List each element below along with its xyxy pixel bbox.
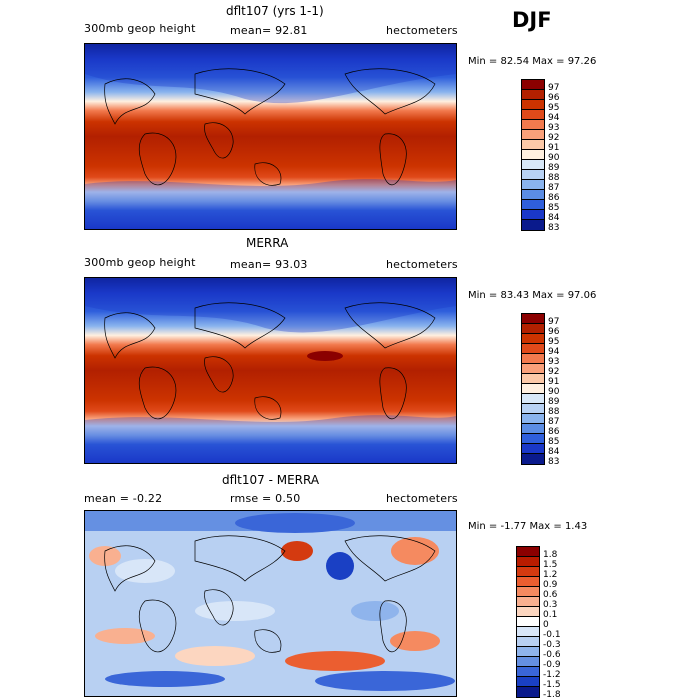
colorbar-tick: 95 bbox=[548, 103, 560, 113]
panel-3-minmax: Min = -1.77 Max = 1.43 bbox=[468, 521, 588, 532]
panel-2-variable-label: 300mb geop height bbox=[84, 256, 196, 269]
colorbar-tick: -0.6 bbox=[543, 650, 561, 660]
panel-2-mean-label: mean= 93.03 bbox=[230, 258, 308, 271]
panel-3-map bbox=[84, 510, 457, 697]
colorbar-tick: -0.9 bbox=[543, 660, 561, 670]
colorbar-tick: 96 bbox=[548, 93, 560, 103]
colorbar-tick: 1.8 bbox=[543, 550, 558, 560]
colorbar-tick: 90 bbox=[548, 153, 560, 163]
panel-1-title: dflt107 (yrs 1-1) bbox=[226, 4, 324, 18]
colorbar-tick: 94 bbox=[548, 113, 560, 123]
season-label: DJF bbox=[512, 8, 552, 32]
colorbar-tick: 91 bbox=[548, 143, 560, 153]
colorbar-tick: 88 bbox=[548, 407, 560, 417]
panel-3-colorbar bbox=[516, 546, 540, 698]
colorbar-tick: -0.1 bbox=[543, 630, 561, 640]
panel-3-unit-label: hectometers bbox=[386, 492, 458, 505]
colorbar-tick: 89 bbox=[548, 397, 560, 407]
colorbar-tick: 0 bbox=[543, 620, 549, 630]
colorbar-tick: 83 bbox=[548, 457, 560, 467]
colorbar-tick: 85 bbox=[548, 437, 560, 447]
colorbar-tick: 92 bbox=[548, 367, 560, 377]
colorbar-tick: 0.1 bbox=[543, 610, 558, 620]
colorbar-tick: 94 bbox=[548, 347, 560, 357]
colorbar-tick: 86 bbox=[548, 193, 560, 203]
colorbar-tick: 85 bbox=[548, 203, 560, 213]
colorbar-tick: 84 bbox=[548, 213, 560, 223]
colorbar-tick: 87 bbox=[548, 417, 560, 427]
colorbar-tick: 89 bbox=[548, 163, 560, 173]
panel-1-unit-label: hectometers bbox=[386, 24, 458, 37]
colorbar-tick: 97 bbox=[548, 317, 560, 327]
panel-3-mean-label: mean = -0.22 bbox=[84, 492, 163, 505]
panel-1-map bbox=[84, 43, 457, 230]
panel-1-variable-label: 300mb geop height bbox=[84, 22, 196, 35]
colorbar-tick: 0.3 bbox=[543, 600, 558, 610]
colorbar-tick: 92 bbox=[548, 133, 560, 143]
colorbar-tick: 93 bbox=[548, 123, 560, 133]
colorbar-tick: 0.6 bbox=[543, 590, 558, 600]
panel-1-minmax: Min = 82.54 Max = 97.26 bbox=[468, 56, 597, 67]
colorbar-tick: 1.5 bbox=[543, 560, 558, 570]
colorbar-tick: 88 bbox=[548, 173, 560, 183]
panel-2-title: MERRA bbox=[246, 236, 289, 250]
colorbar-tick: 95 bbox=[548, 337, 560, 347]
colorbar-tick: 84 bbox=[548, 447, 560, 457]
panel-1-colorbar bbox=[521, 79, 545, 231]
colorbar-tick: 96 bbox=[548, 327, 560, 337]
panel-2-colorbar bbox=[521, 313, 545, 465]
colorbar-tick: 91 bbox=[548, 377, 560, 387]
colorbar-tick: 90 bbox=[548, 387, 560, 397]
panel-1-mean-label: mean= 92.81 bbox=[230, 24, 308, 37]
colorbar-tick: 93 bbox=[548, 357, 560, 367]
panel-2-unit-label: hectometers bbox=[386, 258, 458, 271]
colorbar-tick: 86 bbox=[548, 427, 560, 437]
panel-3-rmse-label: rmse = 0.50 bbox=[230, 492, 301, 505]
colorbar-tick: -1.2 bbox=[543, 670, 561, 680]
panel-2-minmax: Min = 83.43 Max = 97.06 bbox=[468, 290, 597, 301]
colorbar-tick: 97 bbox=[548, 83, 560, 93]
colorbar-tick: 87 bbox=[548, 183, 560, 193]
colorbar-tick: 1.2 bbox=[543, 570, 558, 580]
panel-2-map bbox=[84, 277, 457, 464]
colorbar-tick: -1.5 bbox=[543, 680, 561, 690]
colorbar-tick: 0.9 bbox=[543, 580, 558, 590]
colorbar-tick: 83 bbox=[548, 223, 560, 233]
panel-3-title: dflt107 - MERRA bbox=[222, 473, 320, 487]
colorbar-tick: -1.8 bbox=[543, 690, 561, 700]
colorbar-tick: -0.3 bbox=[543, 640, 561, 650]
